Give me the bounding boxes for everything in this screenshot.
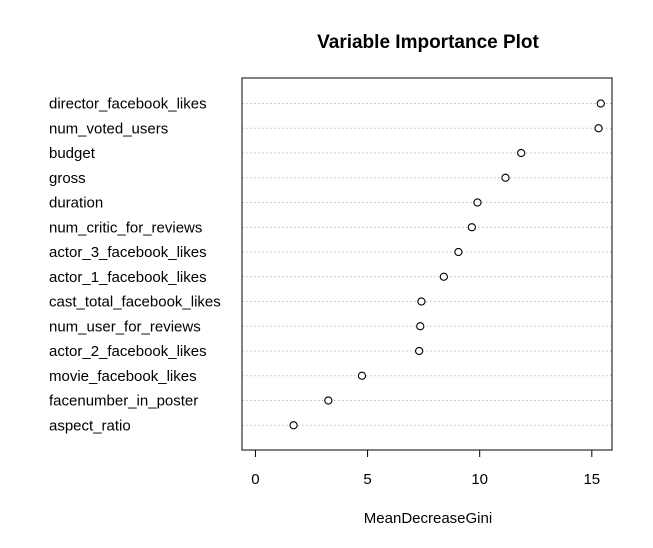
category-labels: director_facebook_likes num_voted_usersbu… xyxy=(49,96,221,435)
x-tick-label: 5 xyxy=(363,471,371,488)
data-point xyxy=(501,173,510,182)
category-label: actor_3_facebook_likes xyxy=(49,244,207,261)
category-label: facenumber_in_poster xyxy=(49,393,198,410)
x-tick-label: 0 xyxy=(251,471,259,488)
category-label: gross xyxy=(49,170,86,187)
data-point xyxy=(454,247,463,257)
category-label: actor_1_facebook_likes xyxy=(49,269,207,286)
data-point xyxy=(439,272,448,281)
x-axis-label: MeanDecreaseGini xyxy=(364,510,492,527)
data-point xyxy=(416,322,425,331)
x-tick-label: 10 xyxy=(471,471,488,488)
data-point xyxy=(594,124,603,133)
chart-title: Variable Importance Plot xyxy=(317,32,539,53)
category-label: num_user_for_reviews xyxy=(49,318,201,335)
data-point xyxy=(289,421,298,430)
x-tick-label: 15 xyxy=(583,471,600,488)
data-point xyxy=(324,396,333,405)
category-label: actor_2_facebook_likes xyxy=(49,343,207,360)
category-label: num_voted_users xyxy=(49,120,168,137)
category-label: aspect_ratio xyxy=(49,417,131,434)
data-points xyxy=(289,99,605,430)
data-point xyxy=(596,99,605,108)
data-point xyxy=(467,223,476,232)
data-point xyxy=(473,198,482,207)
category-label: director_facebook_likes xyxy=(49,96,207,113)
category-label: cast_total_facebook_likes xyxy=(49,294,221,311)
category-label: duration xyxy=(49,195,103,212)
data-point xyxy=(357,371,367,380)
data-point xyxy=(415,346,424,356)
x-axis: 0 5 10 15 xyxy=(251,449,600,488)
category-label: num_critic_for_reviews xyxy=(49,219,202,236)
category-label: budget xyxy=(49,145,96,162)
data-point xyxy=(517,148,526,158)
category-label: movie_facebook_likes xyxy=(49,368,197,385)
data-point xyxy=(417,297,426,306)
guide-lines xyxy=(242,103,612,426)
plot-frame xyxy=(241,77,613,451)
